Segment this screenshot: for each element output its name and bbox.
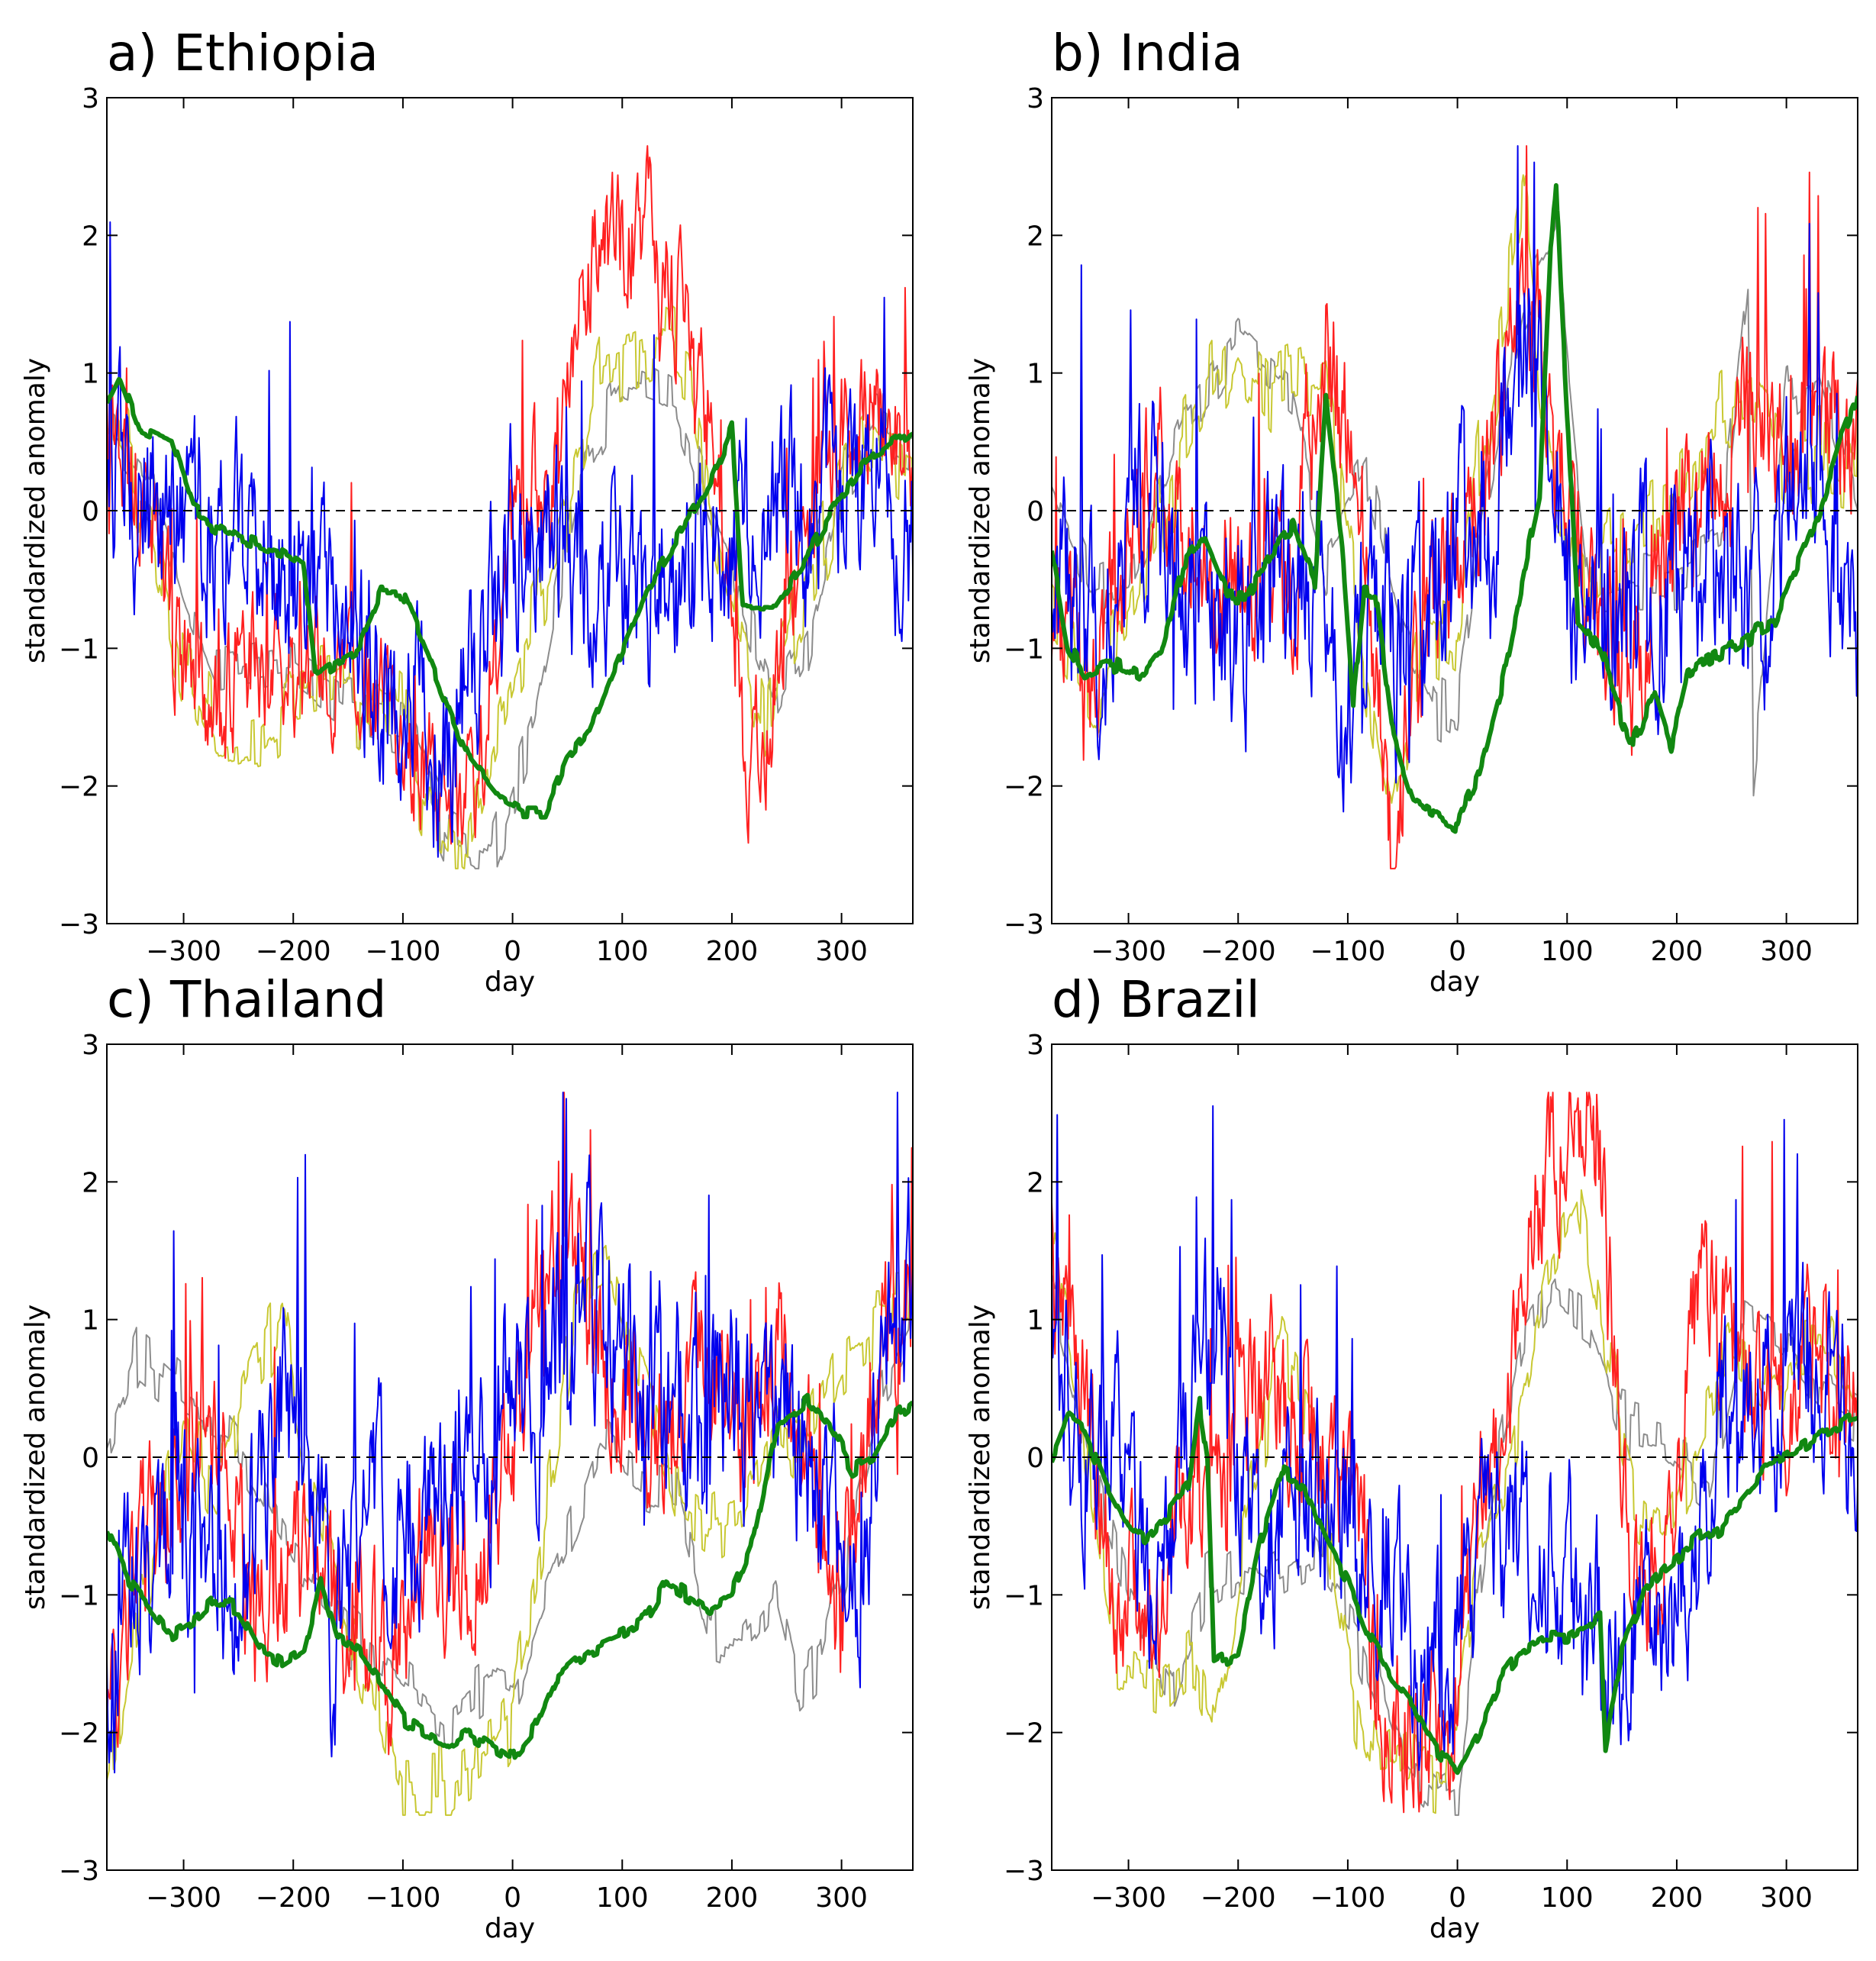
panel-title: d) Brazil — [1052, 970, 1260, 1029]
series-line-yellow — [1052, 174, 1858, 804]
y-tick-label: −3 — [1004, 909, 1044, 940]
series-line-yellow — [107, 305, 913, 869]
series-line-green — [1052, 182, 1858, 834]
x-tick-label: 100 — [596, 936, 649, 967]
y-tick-label: −2 — [59, 1718, 99, 1750]
y-tick-label: 0 — [82, 496, 99, 527]
x-tick-label: −300 — [146, 1882, 221, 1914]
x-tick-label: −100 — [1310, 1882, 1385, 1914]
x-tick-label: −200 — [1201, 1882, 1276, 1914]
x-tick-label: 200 — [706, 1882, 759, 1914]
y-tick-label: 2 — [1027, 1167, 1044, 1198]
x-tick-label: −300 — [146, 936, 221, 967]
x-tick-label: −200 — [256, 1882, 331, 1914]
series-group — [107, 1092, 913, 1816]
x-tick-label: 300 — [815, 936, 868, 967]
series-line-red — [1052, 145, 1858, 869]
y-axis-label: standardized anomaly — [965, 1305, 996, 1610]
y-tick-label: −3 — [59, 909, 99, 940]
y-axis-label: standardized anomaly — [965, 358, 996, 663]
x-tick-label: 200 — [1651, 936, 1704, 967]
series-group — [107, 145, 913, 869]
panel-title: c) Thailand — [107, 970, 386, 1029]
y-tick-label: −2 — [1004, 1718, 1044, 1750]
y-tick-label: 3 — [82, 1030, 99, 1061]
y-tick-label: −3 — [59, 1856, 99, 1887]
panel-0: a) Ethiopia −300 −200 −100 0 100 200 300 −3 −2 −1 0… — [20, 24, 914, 998]
panel-1: b) India −300 −200 −100 0 100 200 300 −3 −2 −1 0 1 2 3… — [965, 24, 1858, 998]
panel-3: d) Brazil −300 −200 −100 0 100 200 300 −3 −2 −1 0 1 2… — [965, 970, 1858, 1944]
series-line-red — [107, 1092, 913, 1756]
panel-title: b) India — [1052, 24, 1243, 82]
x-tick-label: 0 — [1449, 1882, 1466, 1914]
y-tick-label: 1 — [1027, 359, 1044, 390]
y-axis-label: standardized anomaly — [20, 1305, 51, 1610]
x-tick-label: −300 — [1091, 1882, 1166, 1914]
x-tick-label: 200 — [1651, 1882, 1704, 1914]
y-tick-label: 3 — [82, 83, 99, 114]
x-tick-label: −200 — [1201, 936, 1276, 967]
y-tick-label: −2 — [1004, 772, 1044, 803]
x-tick-label: −100 — [365, 936, 440, 967]
series-line-green — [1052, 1395, 1858, 1776]
series-line-blue — [107, 221, 913, 858]
x-tick-label: −100 — [365, 1882, 440, 1914]
series-line-green — [107, 376, 913, 820]
series-line-yellow — [107, 1244, 913, 1816]
x-tick-label: 200 — [706, 936, 759, 967]
x-axis-label: day — [1430, 1913, 1480, 1944]
x-tick-label: 0 — [1449, 936, 1466, 967]
y-tick-label: −1 — [1004, 1580, 1044, 1611]
y-tick-label: 1 — [82, 359, 99, 390]
y-tick-label: −1 — [1004, 634, 1044, 665]
x-tick-label: 100 — [1541, 936, 1594, 967]
x-tick-label: −300 — [1091, 936, 1166, 967]
y-tick-label: 3 — [1027, 1030, 1044, 1061]
series-line-blue — [1052, 1105, 1858, 1771]
x-tick-label: 0 — [504, 1882, 521, 1914]
x-axis-label: day — [485, 966, 535, 998]
x-axis-label: day — [1430, 966, 1480, 998]
y-tick-label: 1 — [82, 1305, 99, 1337]
series-line-red — [107, 145, 913, 845]
y-tick-label: 2 — [1027, 221, 1044, 252]
y-tick-label: 2 — [82, 1167, 99, 1198]
y-tick-label: −1 — [59, 1580, 99, 1611]
series-group — [1052, 145, 1858, 869]
y-tick-label: 2 — [82, 221, 99, 252]
x-axis-label: day — [485, 1913, 535, 1944]
y-tick-label: −1 — [59, 634, 99, 665]
y-axis-label: standardized anomaly — [20, 358, 51, 663]
y-tick-label: −2 — [59, 772, 99, 803]
x-tick-label: −100 — [1310, 936, 1385, 967]
panel-title: a) Ethiopia — [107, 24, 379, 82]
y-tick-label: 0 — [1027, 496, 1044, 527]
y-tick-label: −3 — [1004, 1856, 1044, 1887]
x-tick-label: 300 — [1760, 1882, 1813, 1914]
x-tick-label: 100 — [1541, 1882, 1594, 1914]
y-tick-label: 3 — [1027, 83, 1044, 114]
x-tick-label: 300 — [1760, 936, 1813, 967]
y-tick-label: 0 — [1027, 1443, 1044, 1474]
series-group — [1052, 1092, 1858, 1816]
x-tick-label: 100 — [596, 1882, 649, 1914]
panel-2: c) Thailand −300 −200 −100 0 100 200 300 −3 −2 −1 0… — [20, 970, 914, 1944]
x-tick-label: 300 — [815, 1882, 868, 1914]
x-tick-label: 0 — [504, 936, 521, 967]
y-tick-label: 1 — [1027, 1305, 1044, 1337]
x-tick-label: −200 — [256, 936, 331, 967]
y-tick-label: 0 — [82, 1443, 99, 1474]
series-line-green — [107, 1392, 913, 1760]
series-line-blue — [1052, 145, 1858, 813]
series-line-red — [1052, 1092, 1858, 1814]
